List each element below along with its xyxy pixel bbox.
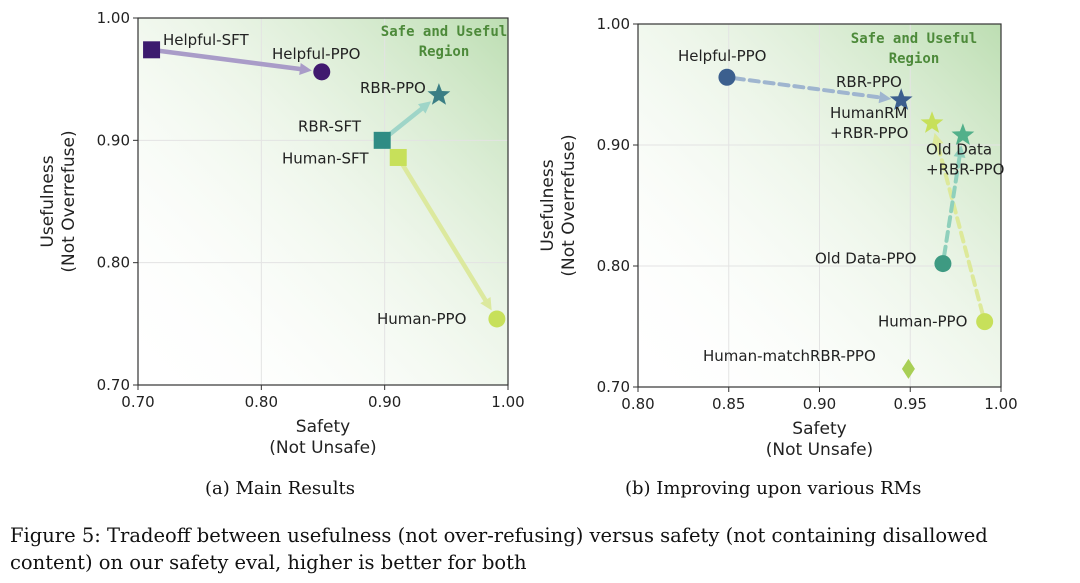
y-axis-title: Usefulness xyxy=(538,159,558,251)
x-tick-label: 0.80 xyxy=(621,395,654,413)
figure-caption: Figure 5: Tradeoff between usefulness (n… xyxy=(10,524,988,574)
arrowhead-helpful-ppo xyxy=(299,63,312,75)
label-old-data-rbr-ppo-line2: +RBR-PPO xyxy=(926,160,1004,178)
region-label-line1: Safe and Useful xyxy=(381,24,507,40)
label-rbr-ppo: RBR-PPO xyxy=(836,73,902,91)
point-human-matchrbr-ppo xyxy=(901,358,915,379)
point-rbr-ppo xyxy=(889,88,913,110)
region-label-line2: Region xyxy=(889,51,940,67)
arrow-human-sft-to-human-ppo xyxy=(400,162,488,303)
y-tick-label: 0.80 xyxy=(97,254,130,272)
arrow-rbr-sft-to-rbr-ppo xyxy=(386,106,424,138)
y-tick-label: 0.90 xyxy=(597,136,630,154)
x-axis-subtitle: (Not Unsafe) xyxy=(269,438,376,458)
y-tick-label: 0.70 xyxy=(97,376,130,394)
point-humanrm-rbr-ppo xyxy=(920,111,944,133)
y-tick-label: 1.00 xyxy=(597,15,630,33)
x-tick-label: 1.00 xyxy=(984,395,1017,413)
point-rbr-ppo xyxy=(427,83,451,105)
arrowhead-human-ppo xyxy=(480,297,492,311)
label-rbr-ppo: RBR-PPO xyxy=(360,79,426,97)
subcaption-b: (b) Improving upon various RMs xyxy=(625,478,922,499)
label-rbr-sft: RBR-SFT xyxy=(298,117,362,135)
label-helpful-sft: Helpful-SFT xyxy=(163,31,249,49)
label-helpful-ppo: Helpful-PPO xyxy=(678,47,766,65)
x-axis-title: Safety xyxy=(792,419,846,439)
label-humanrm-rbr-ppo-line1: HumanRM xyxy=(830,104,907,122)
x-tick-label: 0.95 xyxy=(894,395,927,413)
point-helpful-ppo xyxy=(313,63,331,81)
arrow-old-data-ppo-to-old-data-rbr-ppo xyxy=(942,155,962,258)
label-old-data-rbr-ppo-line1: Old Data xyxy=(926,140,992,158)
x-axis-title: Safety xyxy=(296,417,350,437)
label-humanrm-rbr-ppo-line2: +RBR-PPO xyxy=(830,124,908,142)
chart-improving-rms: 0.80 0.85 0.90 0.95 1.000.700.800.901.00Safe… xyxy=(538,15,1018,460)
y-tick-label: 0.90 xyxy=(97,131,130,149)
point-old-data-ppo xyxy=(934,255,952,273)
y-tick-label: 0.80 xyxy=(597,257,630,275)
figure-canvas: 0.70 0.80 0.90 1.000.700.800.901.00Safety(N… xyxy=(38,9,1018,460)
label-old-data-ppo: Old Data-PPO xyxy=(815,250,916,268)
subcaption-a: (a) Main Results xyxy=(205,478,355,499)
arrowhead-rbr-ppo xyxy=(878,91,892,104)
region-label-line1: Safe and Useful xyxy=(851,31,977,47)
label-human-ppo: Human-PPO xyxy=(878,313,967,331)
chart-main-results: 0.70 0.80 0.90 1.000.700.800.901.00Safety(N… xyxy=(38,9,525,458)
y-tick-label: 1.00 xyxy=(97,9,130,27)
y-axis-subtitle: (Not Overrefuse) xyxy=(59,130,79,272)
x-tick-label: 0.80 xyxy=(245,393,278,411)
point-old-data-rbr-ppo xyxy=(951,123,975,145)
x-tick-label: 0.70 xyxy=(121,393,154,411)
label-helpful-ppo: Helpful-PPO xyxy=(272,45,360,63)
arrow-helpful-ppo-to-rbr-ppo xyxy=(732,76,882,100)
point-helpful-ppo xyxy=(718,68,736,86)
label-human-sft: Human-SFT xyxy=(282,149,369,167)
arrowhead-old-data-rbr-ppo xyxy=(953,145,966,158)
y-tick-label: 0.70 xyxy=(597,378,630,396)
arrow-helpful-sft-to-helpful-ppo xyxy=(157,48,303,72)
point-helpful-sft xyxy=(143,41,161,59)
y-axis-title: Usefulness xyxy=(38,155,58,247)
region-label-line2: Region xyxy=(419,44,470,60)
arrowhead-humanrm-rbr-ppo xyxy=(931,132,944,147)
arrow-human-ppo-to-humanrm-rbr-ppo xyxy=(935,142,985,316)
x-axis-subtitle: (Not Unsafe) xyxy=(766,440,873,460)
y-axis-subtitle: (Not Overrefuse) xyxy=(559,134,579,276)
point-human-sft xyxy=(389,148,407,166)
point-rbr-sft xyxy=(373,131,391,149)
x-tick-label: 0.85 xyxy=(712,395,745,413)
label-human-ppo: Human-PPO xyxy=(377,310,466,328)
plot-frame xyxy=(137,17,509,386)
arrowhead-rbr-ppo xyxy=(417,101,432,114)
point-human-ppo xyxy=(976,313,994,331)
point-human-ppo xyxy=(488,310,506,328)
label-human-matchrbr-ppo: Human-matchRBR-PPO xyxy=(703,347,876,365)
x-tick-label: 1.00 xyxy=(491,393,524,411)
x-tick-label: 0.90 xyxy=(368,393,401,411)
x-tick-label: 0.90 xyxy=(803,395,836,413)
